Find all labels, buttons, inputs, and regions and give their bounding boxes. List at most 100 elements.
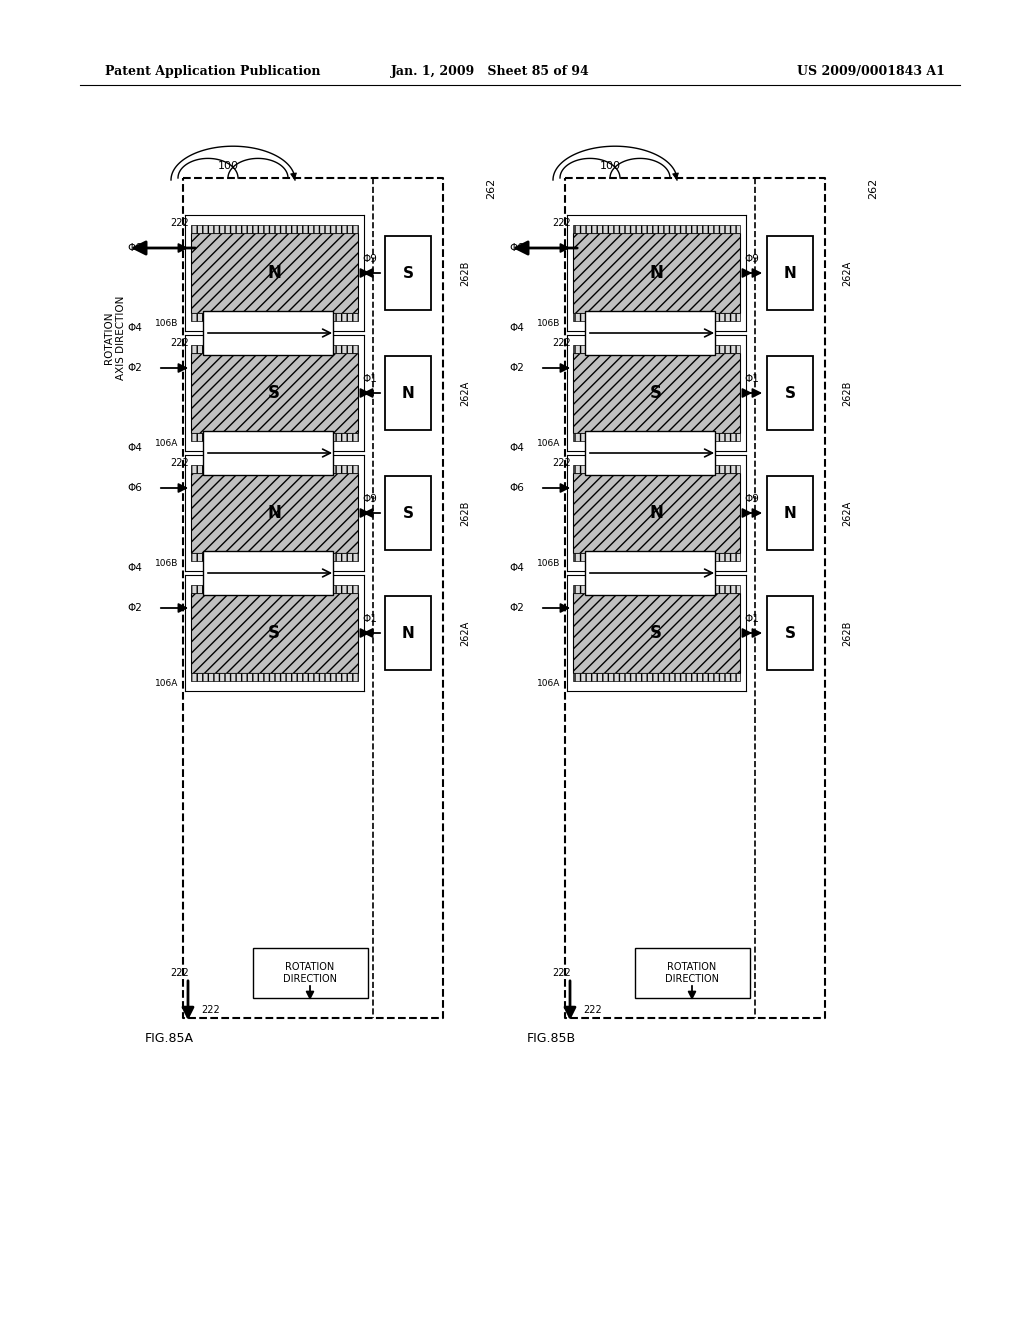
Text: 222: 222 <box>170 338 189 348</box>
Text: 262B: 262B <box>460 500 470 525</box>
Bar <box>191 345 358 352</box>
Bar <box>203 312 333 355</box>
Text: 262A: 262A <box>460 620 470 645</box>
Text: S: S <box>784 626 796 640</box>
Bar <box>767 597 813 671</box>
Bar <box>573 234 740 313</box>
Text: Φ2: Φ2 <box>128 603 142 612</box>
Text: Φ4: Φ4 <box>510 323 524 333</box>
Bar <box>573 345 740 352</box>
Text: Φ1: Φ1 <box>362 614 378 624</box>
Text: Jan. 1, 2009   Sheet 85 of 94: Jan. 1, 2009 Sheet 85 of 94 <box>390 66 590 78</box>
Bar <box>203 432 333 475</box>
Text: 106B: 106B <box>537 318 560 327</box>
Text: FIG.85A: FIG.85A <box>145 1031 194 1044</box>
Text: Φ9: Φ9 <box>362 253 378 264</box>
Text: Φ1: Φ1 <box>744 374 760 384</box>
Text: N: N <box>649 504 663 521</box>
Text: S: S <box>784 385 796 400</box>
Text: Φ9: Φ9 <box>744 253 760 264</box>
Text: Φ2: Φ2 <box>510 363 524 374</box>
Text: 222: 222 <box>170 458 189 469</box>
Bar <box>573 593 740 673</box>
Bar <box>191 553 358 561</box>
Text: N: N <box>649 264 663 282</box>
Text: US 2009/0001843 A1: US 2009/0001843 A1 <box>797 66 945 78</box>
Text: ROTATION
DIRECTION: ROTATION DIRECTION <box>665 962 719 983</box>
Text: Φ4: Φ4 <box>128 323 142 333</box>
Bar <box>573 673 740 681</box>
Text: 262: 262 <box>868 177 878 198</box>
Text: 106A: 106A <box>155 678 178 688</box>
Bar <box>191 473 358 553</box>
Text: S: S <box>650 624 662 642</box>
Bar <box>767 236 813 310</box>
Text: 262A: 262A <box>460 380 470 405</box>
Text: Φ9: Φ9 <box>362 494 378 504</box>
Text: Φ4: Φ4 <box>128 444 142 453</box>
Text: 262B: 262B <box>842 620 852 645</box>
Text: 262A: 262A <box>842 500 852 525</box>
Text: 100: 100 <box>217 161 239 172</box>
Bar <box>191 585 358 593</box>
Bar <box>573 313 740 321</box>
Bar <box>385 356 431 430</box>
Bar <box>573 433 740 441</box>
Text: 100: 100 <box>599 161 621 172</box>
Text: S: S <box>268 384 280 403</box>
Bar <box>585 550 715 595</box>
Bar <box>385 597 431 671</box>
Text: 262B: 262B <box>842 380 852 405</box>
Bar <box>573 553 740 561</box>
Bar <box>191 433 358 441</box>
Text: 222: 222 <box>170 968 189 978</box>
Text: Φ4: Φ4 <box>128 564 142 573</box>
Text: 106B: 106B <box>155 318 178 327</box>
Bar <box>253 948 368 998</box>
Text: Φ2: Φ2 <box>510 603 524 612</box>
Text: 222: 222 <box>552 338 571 348</box>
Bar <box>573 473 740 553</box>
Text: N: N <box>783 265 797 281</box>
Text: N: N <box>267 264 281 282</box>
Bar <box>203 550 333 595</box>
Text: 262B: 262B <box>460 260 470 285</box>
Text: ROTATION
DIRECTION: ROTATION DIRECTION <box>283 962 337 983</box>
Bar <box>767 477 813 550</box>
Text: Φ4: Φ4 <box>510 564 524 573</box>
Text: Patent Application Publication: Patent Application Publication <box>105 66 321 78</box>
Text: 222: 222 <box>552 458 571 469</box>
Bar <box>635 948 750 998</box>
Text: 222: 222 <box>584 1005 602 1015</box>
Text: 222: 222 <box>552 968 571 978</box>
Text: ROTATION
AXIS DIRECTION: ROTATION AXIS DIRECTION <box>104 296 126 380</box>
Text: FIG.85B: FIG.85B <box>527 1031 577 1044</box>
Bar <box>385 236 431 310</box>
Bar <box>573 465 740 473</box>
Text: S: S <box>402 506 414 520</box>
Text: 106B: 106B <box>155 558 178 568</box>
Bar <box>585 312 715 355</box>
Bar <box>191 234 358 313</box>
Text: 106A: 106A <box>537 438 560 447</box>
Bar <box>385 477 431 550</box>
Text: N: N <box>401 626 415 640</box>
Text: Φ4: Φ4 <box>510 444 524 453</box>
Bar <box>585 432 715 475</box>
Bar <box>573 224 740 234</box>
Bar <box>191 313 358 321</box>
Text: Φ6: Φ6 <box>510 243 524 253</box>
Text: 262A: 262A <box>842 260 852 285</box>
Text: Φ1: Φ1 <box>362 374 378 384</box>
Bar <box>191 465 358 473</box>
Text: 222: 222 <box>170 218 189 228</box>
Text: 106A: 106A <box>537 678 560 688</box>
Text: 106B: 106B <box>537 558 560 568</box>
Bar <box>191 224 358 234</box>
Text: S: S <box>268 624 280 642</box>
Bar <box>191 593 358 673</box>
Text: S: S <box>650 384 662 403</box>
Bar <box>767 356 813 430</box>
Text: N: N <box>267 504 281 521</box>
Text: Φ9: Φ9 <box>744 494 760 504</box>
